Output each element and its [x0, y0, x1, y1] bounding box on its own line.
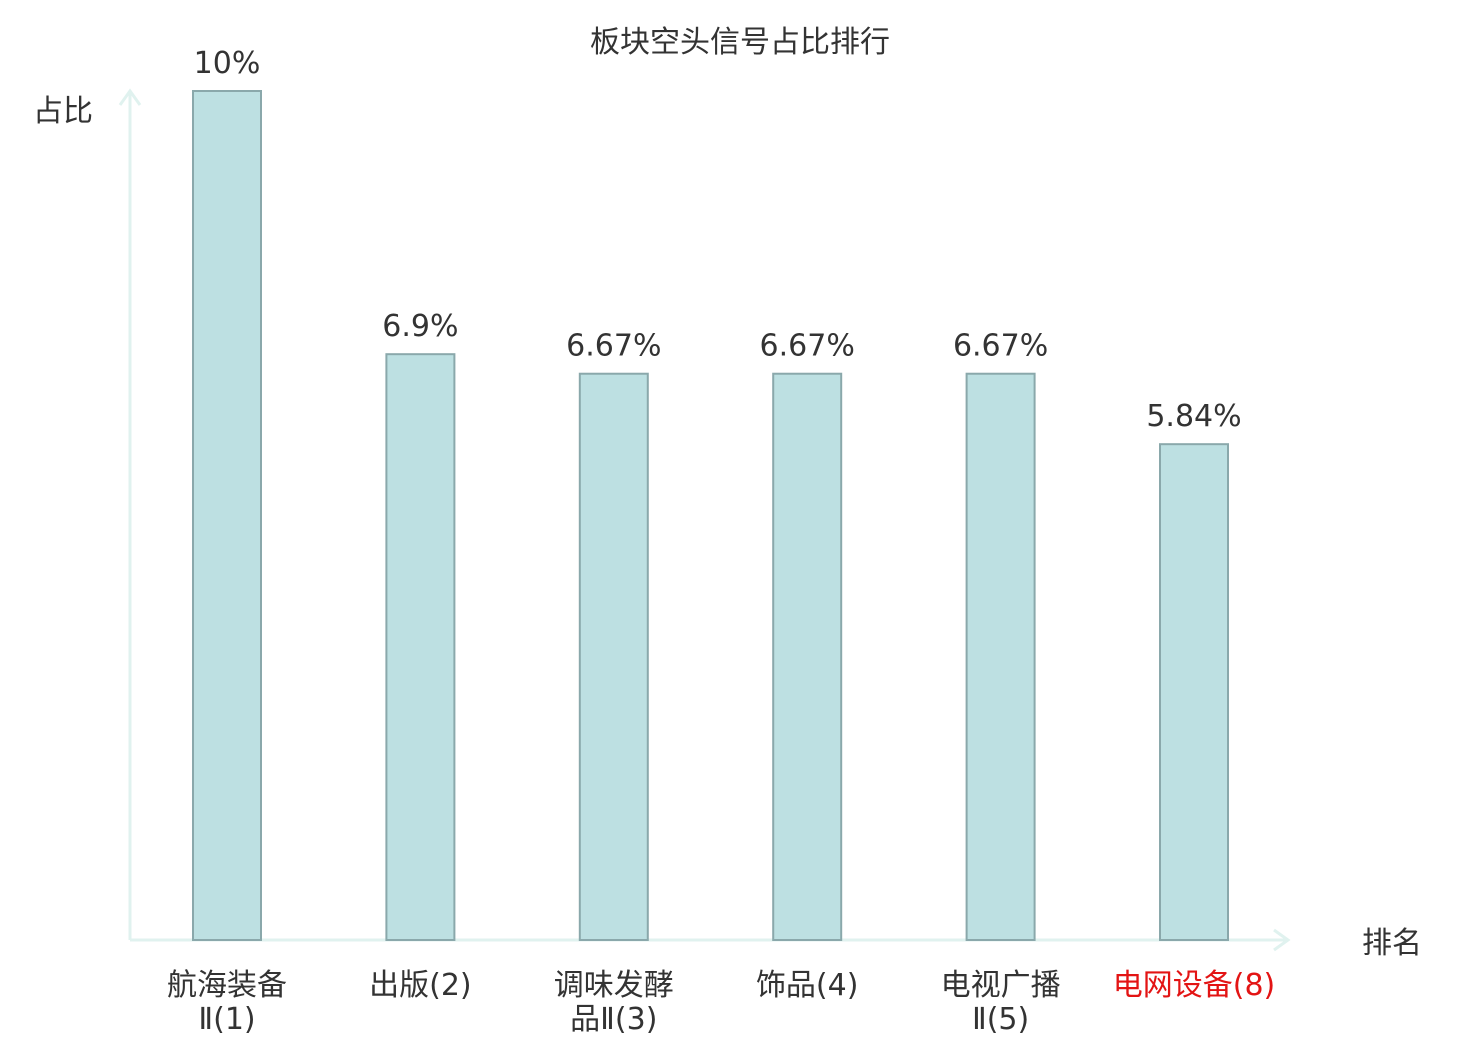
- bar-1: [192, 90, 262, 941]
- bar-3: [578, 372, 649, 942]
- bar-2: [385, 353, 456, 941]
- value-label-5: 6.67%: [953, 329, 1048, 364]
- category-label-3-line-2: 品Ⅱ(3): [570, 1002, 657, 1037]
- bars-group: [192, 90, 1229, 942]
- axes: [118, 88, 1291, 952]
- x-axis-label: 排名: [1362, 926, 1422, 961]
- y-axis-label: 占比: [33, 94, 93, 129]
- category-label-5-line-2: Ⅱ(5): [972, 1002, 1029, 1037]
- chart-title: 板块空头信号占比排行: [590, 25, 890, 60]
- value-label-6: 5.84%: [1146, 399, 1241, 434]
- category-label-3-line-1: 调味发酵: [554, 968, 674, 1003]
- category-label-6: 电网设备(8): [1113, 968, 1276, 1003]
- bar-6: [1159, 443, 1229, 941]
- x-axis-arrow: [1273, 928, 1291, 952]
- value-label-1: 10%: [194, 46, 261, 81]
- bar-5: [965, 372, 1036, 942]
- category-label-5-line-1: 电视广播: [941, 968, 1061, 1003]
- y-axis-arrow: [118, 88, 142, 106]
- value-label-4: 6.67%: [760, 329, 855, 364]
- bar-4: [772, 372, 843, 942]
- value-label-3: 6.67%: [566, 329, 661, 364]
- value-labels-group: 10% 6.9% 6.67% 6.67% 6.67% 5.84%: [194, 46, 1242, 434]
- category-label-1-line-1: 航海装备: [167, 968, 287, 1003]
- category-label-1-line-2: Ⅱ(1): [198, 1002, 255, 1037]
- value-label-2: 6.9%: [382, 309, 458, 344]
- category-label-2: 出版(2): [369, 968, 472, 1003]
- category-label-4: 饰品(4): [756, 968, 859, 1003]
